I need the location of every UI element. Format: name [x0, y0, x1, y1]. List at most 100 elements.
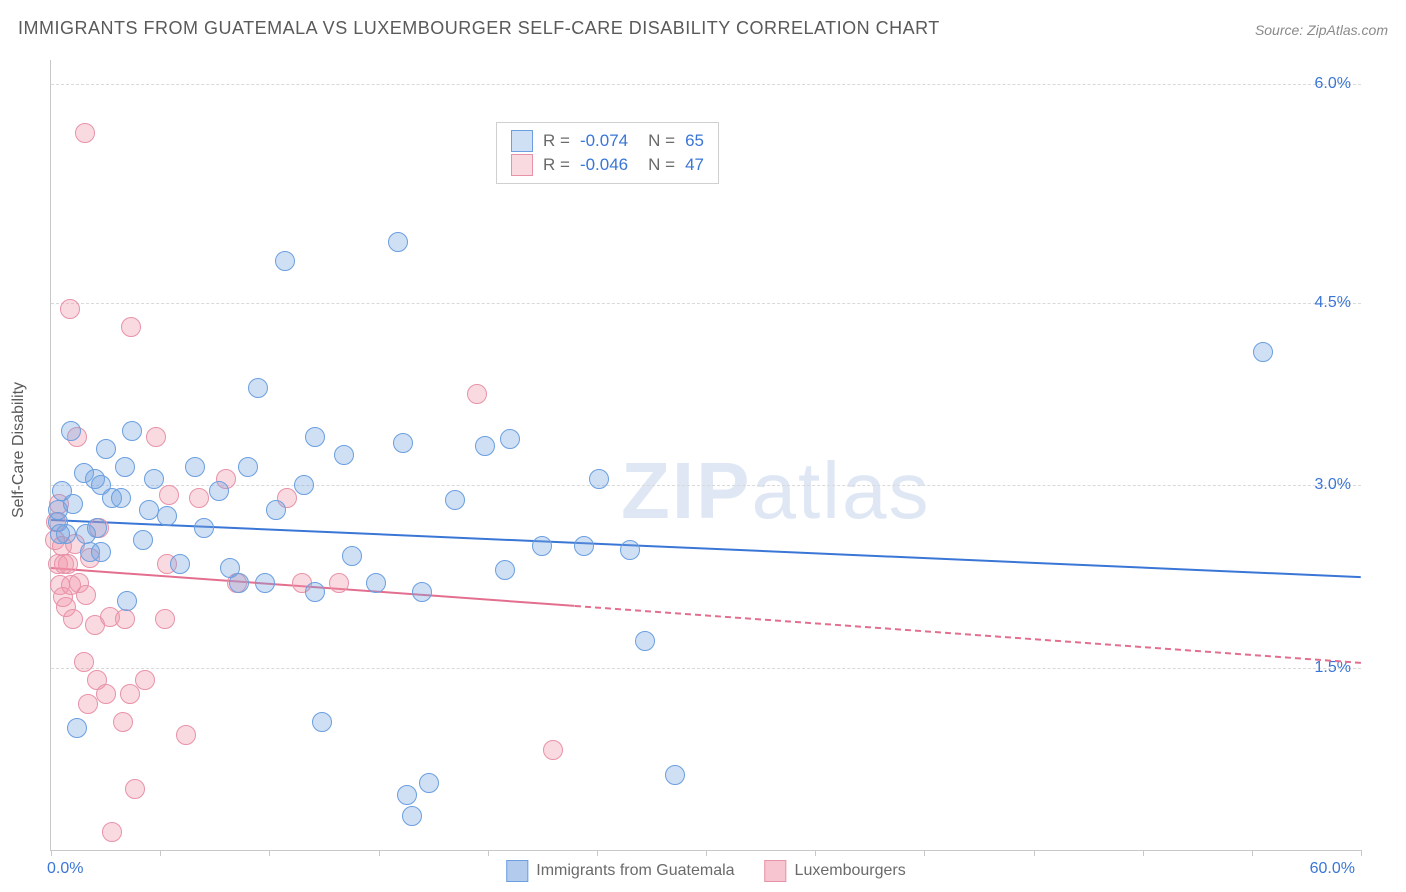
legend-n-value: 65 — [685, 129, 704, 153]
data-point — [635, 631, 655, 651]
data-point — [75, 123, 95, 143]
data-point — [329, 573, 349, 593]
trend-line-extrapolated — [575, 605, 1361, 664]
x-tick-label-max: 60.0% — [1310, 860, 1355, 878]
data-point — [255, 573, 275, 593]
y-tick-label: 3.0% — [1315, 476, 1351, 494]
data-point — [170, 554, 190, 574]
data-point — [87, 518, 107, 538]
chart-title: IMMIGRANTS FROM GUATEMALA VS LUXEMBOURGE… — [18, 18, 940, 39]
watermark: ZIPatlas — [621, 445, 930, 537]
x-tick — [160, 850, 161, 856]
data-point — [185, 457, 205, 477]
legend-swatch — [765, 860, 787, 882]
data-point — [342, 546, 362, 566]
data-point — [334, 445, 354, 465]
data-point — [238, 457, 258, 477]
x-tick — [815, 850, 816, 856]
data-point — [445, 490, 465, 510]
y-tick-label: 6.0% — [1315, 75, 1351, 93]
legend-item: Luxembourgers — [765, 860, 906, 882]
grid-line — [51, 84, 1361, 85]
x-tick — [488, 850, 489, 856]
data-point — [133, 530, 153, 550]
data-point — [63, 609, 83, 629]
data-point — [135, 670, 155, 690]
x-tick — [51, 850, 52, 856]
x-tick — [706, 850, 707, 856]
data-point — [294, 475, 314, 495]
data-point — [63, 494, 83, 514]
legend-item: Immigrants from Guatemala — [506, 860, 734, 882]
legend-n-label: N = — [648, 129, 675, 153]
data-point — [76, 585, 96, 605]
legend-r-value: -0.074 — [580, 129, 628, 153]
data-point — [397, 785, 417, 805]
data-point — [209, 481, 229, 501]
data-point — [117, 591, 137, 611]
grid-line — [51, 303, 1361, 304]
y-axis-label: Self-Care Disability — [10, 382, 28, 518]
data-point — [402, 806, 422, 826]
data-point — [102, 822, 122, 842]
source-attribution: Source: ZipAtlas.com — [1255, 22, 1388, 38]
data-point — [366, 573, 386, 593]
data-point — [91, 542, 111, 562]
x-tick — [1361, 850, 1362, 856]
legend-row: R = -0.074 N = 65 — [511, 129, 704, 153]
legend-correlation: R = -0.074 N = 65R = -0.046 N = 47 — [496, 122, 719, 184]
data-point — [543, 740, 563, 760]
data-point — [475, 436, 495, 456]
data-point — [159, 485, 179, 505]
trend-line — [51, 519, 1361, 578]
data-point — [305, 427, 325, 447]
data-point — [393, 433, 413, 453]
legend-label: Immigrants from Guatemala — [536, 862, 734, 880]
data-point — [176, 725, 196, 745]
legend-n-value: 47 — [685, 153, 704, 177]
data-point — [144, 469, 164, 489]
x-tick — [597, 850, 598, 856]
data-point — [194, 518, 214, 538]
grid-line — [51, 668, 1361, 669]
legend-r-label: R = — [543, 153, 570, 177]
data-point — [61, 421, 81, 441]
y-tick-label: 4.5% — [1315, 294, 1351, 312]
data-point — [146, 427, 166, 447]
data-point — [115, 609, 135, 629]
data-point — [125, 779, 145, 799]
data-point — [113, 712, 133, 732]
x-tick-label-min: 0.0% — [47, 860, 83, 878]
data-point — [155, 609, 175, 629]
data-point — [60, 299, 80, 319]
data-point — [532, 536, 552, 556]
data-point — [120, 684, 140, 704]
x-tick — [1034, 850, 1035, 856]
legend-swatch — [511, 130, 533, 152]
data-point — [589, 469, 609, 489]
data-point — [305, 582, 325, 602]
data-point — [275, 251, 295, 271]
data-point — [312, 712, 332, 732]
data-point — [500, 429, 520, 449]
x-tick — [924, 850, 925, 856]
data-point — [495, 560, 515, 580]
data-point — [56, 524, 76, 544]
x-tick — [1252, 850, 1253, 856]
legend-r-value: -0.046 — [580, 153, 628, 177]
data-point — [266, 500, 286, 520]
data-point — [67, 718, 87, 738]
data-point — [96, 439, 116, 459]
data-point — [74, 652, 94, 672]
data-point — [412, 582, 432, 602]
x-tick — [379, 850, 380, 856]
data-point — [419, 773, 439, 793]
legend-series: Immigrants from Guatemala Luxembourgers — [506, 860, 905, 882]
data-point — [388, 232, 408, 252]
legend-row: R =-0.046N =47 — [511, 153, 704, 177]
data-point — [248, 378, 268, 398]
data-point — [96, 684, 116, 704]
legend-r-label: R = — [543, 129, 570, 153]
data-point — [467, 384, 487, 404]
data-point — [121, 317, 141, 337]
